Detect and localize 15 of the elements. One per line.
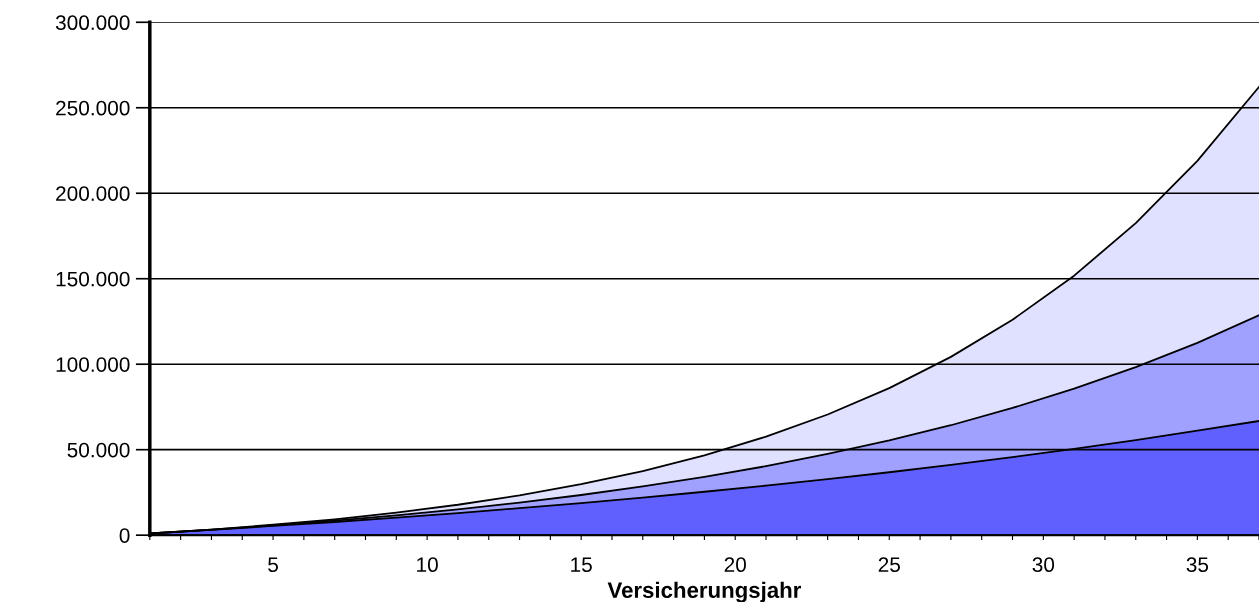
x-tick-label: 30: [1032, 557, 1055, 573]
x-tick-label: 10: [417, 557, 438, 573]
x-tick-label: 20: [724, 557, 746, 573]
y-tick-label: 200.000: [56, 186, 130, 201]
x-tick-label: 5: [268, 557, 278, 573]
x-tick-label: 25: [878, 557, 900, 573]
y-tick-label: 300.000: [55, 15, 130, 31]
x-tick-label: 15: [571, 557, 592, 573]
y-tick-label: 250.000: [56, 100, 130, 116]
y-tick-label: 150.000: [56, 271, 130, 287]
y-tick-label: 100.000: [56, 357, 130, 372]
y-tick-label: 50.000: [67, 442, 130, 458]
y-tick-label: 0: [119, 528, 130, 543]
x-tick-label: 35: [1186, 557, 1209, 573]
x-axis-title: Versicherungsjahr: [607, 581, 802, 602]
